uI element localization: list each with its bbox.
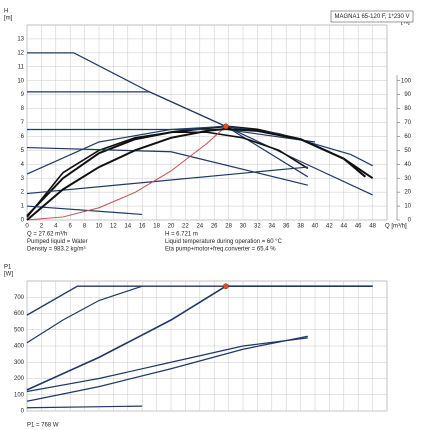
curve xyxy=(27,91,309,178)
x-tick-label: 42 xyxy=(326,224,333,230)
x-tick-label: 16 xyxy=(139,224,146,230)
y2-tick-label: 40 xyxy=(404,162,411,168)
x-tick-label: 34 xyxy=(268,224,275,230)
x-tick-label: 38 xyxy=(297,224,304,230)
y2-tick-label: 20 xyxy=(404,190,411,196)
y-tick-label: 100 xyxy=(14,392,25,398)
y-tick-label: 1 xyxy=(21,204,25,210)
curve xyxy=(26,405,143,409)
curve xyxy=(26,127,367,221)
x-tick-label: 22 xyxy=(182,224,189,230)
x-tick-label: 24 xyxy=(196,224,203,230)
annotation: Liquid temperature during operation = 60… xyxy=(165,239,283,245)
x-tick-label: 2 xyxy=(40,224,44,230)
curve xyxy=(26,335,308,402)
curve xyxy=(26,285,373,391)
y-axis-label: H xyxy=(4,9,8,15)
y2-tick-label: 60 xyxy=(404,134,411,140)
duty-point xyxy=(223,283,229,290)
y-axis-label: P1 xyxy=(4,265,12,271)
y-tick-label: 11 xyxy=(18,64,25,70)
duty-point xyxy=(223,123,229,130)
x-tick-label: 14 xyxy=(124,224,131,230)
x-tick-label: 6 xyxy=(69,224,73,230)
y-tick-label: 400 xyxy=(14,344,25,350)
annotation: Q = 27.62 m³/h xyxy=(27,232,67,238)
x-tick-label: 40 xyxy=(312,224,319,230)
x-tick-label: 12 xyxy=(110,224,117,230)
x-tick-label: 28 xyxy=(225,224,232,230)
y-tick-label: 600 xyxy=(14,311,25,317)
y-tick-label: 300 xyxy=(14,360,25,366)
curve xyxy=(26,337,308,393)
x-tick-label: 26 xyxy=(211,224,218,230)
y-tick-label: 8 xyxy=(21,106,25,112)
x-tick-label: 48 xyxy=(369,224,376,230)
annotation: Eta pump+motor+freq.converter = 65.4 % xyxy=(165,247,276,253)
x-tick-label: 46 xyxy=(355,224,362,230)
y-tick-label: 10 xyxy=(17,78,24,84)
y2-tick-label: 100 xyxy=(401,78,412,84)
y-tick-label: 12 xyxy=(17,50,24,56)
curve xyxy=(26,131,309,218)
y2-tick-label: 50 xyxy=(404,148,411,154)
x-tick-label: 36 xyxy=(283,224,290,230)
y2-tick-label: 90 xyxy=(404,92,411,98)
x-axis-label: Q [m³/h] xyxy=(385,224,407,230)
annotation: H = 6.721 m xyxy=(165,232,198,238)
y2-tick-label: 30 xyxy=(404,176,411,182)
y-axis-label: [m] xyxy=(4,16,13,22)
y-tick-label: 0 xyxy=(21,218,25,224)
curve xyxy=(26,166,308,195)
curve xyxy=(26,205,143,216)
y-tick-label: 200 xyxy=(14,376,25,382)
y2-axis-label: [%] xyxy=(401,20,410,26)
y2-tick-label: 80 xyxy=(404,106,411,112)
annotation: P1 = 768 W xyxy=(27,423,59,429)
x-tick-label: 30 xyxy=(240,224,247,230)
x-tick-label: 10 xyxy=(96,224,103,230)
curve xyxy=(26,146,308,186)
annotation: Pumped liquid = Water xyxy=(27,239,88,245)
x-tick-label: 8 xyxy=(83,224,87,230)
y-tick-label: 9 xyxy=(21,92,25,98)
y-axis-label: [W] xyxy=(4,272,13,278)
label-box xyxy=(330,10,414,23)
y-tick-label: 2 xyxy=(21,190,25,196)
x-tick-label: 20 xyxy=(168,224,175,230)
y2-tick-label: 70 xyxy=(404,120,411,126)
y-tick-label: 6 xyxy=(21,134,25,140)
y2-tick-label: 0 xyxy=(408,218,412,224)
y-tick-label: 5 xyxy=(21,148,25,154)
x-tick-label: 32 xyxy=(254,224,261,230)
y-tick-label: 7 xyxy=(21,120,25,126)
x-tick-label: 4 xyxy=(54,224,58,230)
y-tick-label: 0 xyxy=(21,409,25,415)
annotation: Density = 983.2 kg/m³ xyxy=(27,247,86,253)
x-tick-label: 18 xyxy=(153,224,160,230)
label-box-text: MAGNA1 65-120 F, 1*230 V xyxy=(334,14,409,20)
y-tick-label: 700 xyxy=(14,295,25,301)
curve xyxy=(26,126,227,221)
y2-tick-label: 10 xyxy=(404,204,411,210)
curve xyxy=(26,285,143,344)
y-tick-label: 4 xyxy=(21,162,25,168)
x-tick-label: 0 xyxy=(25,224,29,230)
y-tick-label: 500 xyxy=(14,327,25,333)
y-tick-label: 3 xyxy=(21,176,25,182)
y-tick-label: 13 xyxy=(17,37,24,43)
x-tick-label: 44 xyxy=(340,224,347,230)
